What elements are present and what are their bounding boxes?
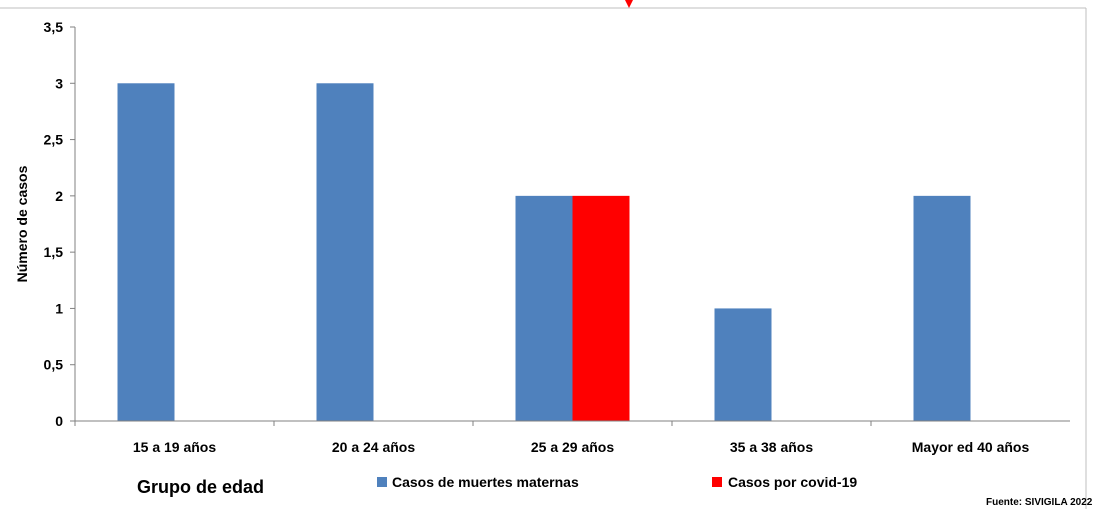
source-note: Fuente: SIVIGILA 2022 (986, 497, 1093, 508)
x-category-label: 25 a 29 años (531, 439, 614, 455)
y-tick-label: 1,5 (44, 244, 64, 260)
legend-label-muertes: Casos de muertes maternas (392, 474, 579, 490)
legend-label-covid: Casos por covid-19 (728, 474, 857, 490)
x-category-label: 20 a 24 años (332, 439, 415, 455)
bar-muertes-0 (117, 83, 175, 422)
y-axis-ticks: 0 0,5 1 1,5 2 2,5 3 3,5 (44, 19, 75, 429)
y-tick-label: 1 (55, 300, 63, 316)
y-tick-label: 0 (55, 413, 63, 429)
marker-triangle-icon (625, 0, 633, 8)
x-axis-categories: 15 a 19 años 20 a 24 años 25 a 29 años 35 a… (74, 421, 1030, 455)
y-tick-label: 3 (55, 75, 63, 91)
y-tick-label: 2 (55, 188, 63, 204)
y-tick-label: 2,5 (44, 132, 64, 148)
legend-swatch-muertes (377, 477, 387, 487)
legend: Casos de muertes maternas Casos por covi… (377, 474, 857, 490)
x-category-label: 35 a 38 años (730, 439, 813, 455)
legend-swatch-covid (712, 477, 722, 487)
x-category-label: Mayor ed 40 años (912, 439, 1030, 455)
x-axis-title: Grupo de edad (137, 477, 264, 497)
bar-muertes-2 (515, 195, 573, 421)
bars-group (117, 83, 971, 422)
y-tick-label: 3,5 (44, 19, 64, 35)
y-tick-label: 0,5 (44, 357, 64, 373)
bar-muertes-3 (714, 308, 772, 421)
bar-muertes-1 (316, 83, 374, 422)
bar-covid-2 (572, 195, 630, 421)
y-axis-title: Número de casos (14, 165, 30, 282)
bar-muertes-4 (913, 195, 971, 421)
x-category-label: 15 a 19 años (133, 439, 216, 455)
